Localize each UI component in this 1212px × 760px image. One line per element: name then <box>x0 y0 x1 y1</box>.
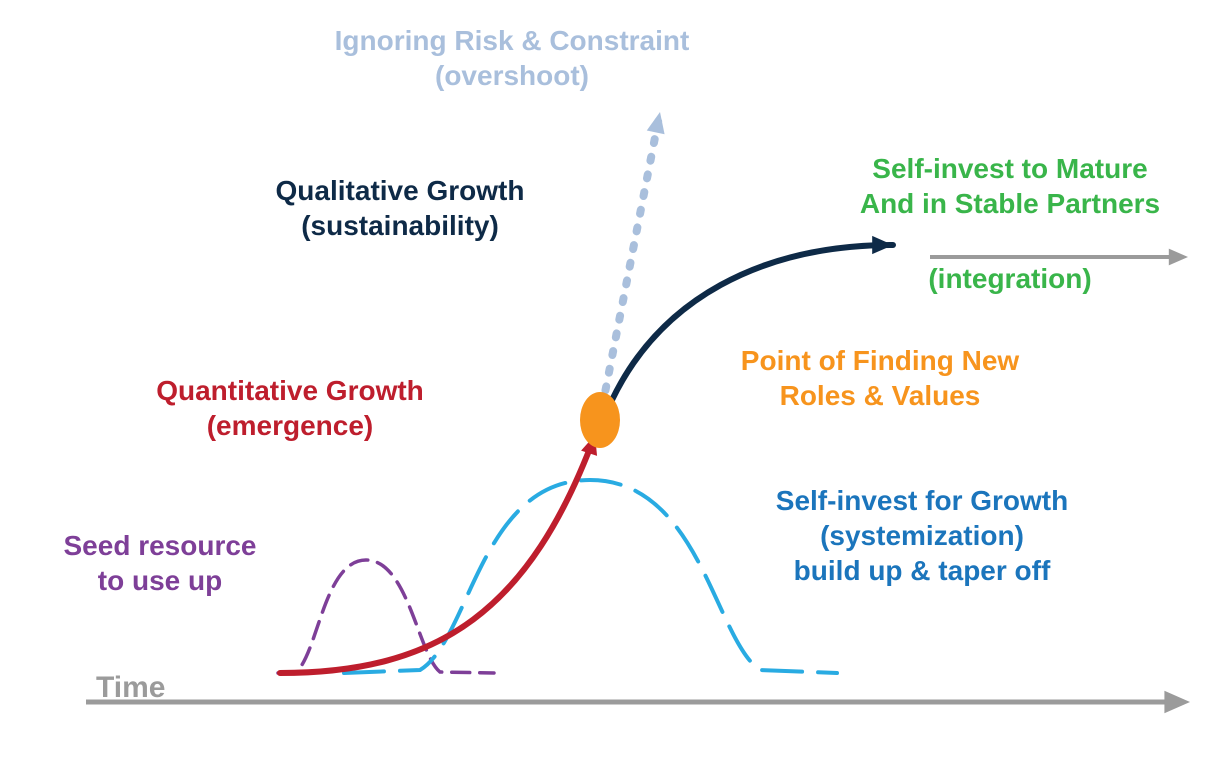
self-invest-mature-label-line3: (integration) <box>928 263 1091 294</box>
self-invest-mature-label-line2: And in Stable Partners <box>860 188 1160 219</box>
overshoot-label-line1: Ignoring Risk & Constraint <box>335 25 690 56</box>
quantitative-growth-label-line1: Quantitative Growth <box>156 375 424 406</box>
self-invest-growth-label-line1: Self-invest for Growth <box>776 485 1068 516</box>
qualitative-growth-label-line2: (sustainability) <box>301 210 499 241</box>
quantitative-growth-label-line2: (emergence) <box>207 410 374 441</box>
self-invest-mature-label: Self-invest to Mature And in Stable Partn… <box>860 153 1160 294</box>
quantitative-growth-curve <box>280 432 603 673</box>
seed-resource-curve <box>278 560 494 673</box>
inflection-node <box>580 392 620 448</box>
point-of-finding-label-line1: Point of Finding New <box>741 345 1020 376</box>
self-invest-growth-label-line2: (systemization) <box>820 520 1024 551</box>
self-invest-growth-label-line3: build up & taper off <box>794 555 1051 586</box>
qualitative-growth-label: Qualitative Growth (sustainability) <box>276 175 525 241</box>
point-of-finding-label: Point of Finding New Roles & Values <box>741 345 1020 411</box>
self-invest-mature-label-line1: Self-invest to Mature <box>872 153 1147 184</box>
quantitative-growth-label: Quantitative Growth (emergence) <box>156 375 424 441</box>
qualitative-growth-label-line1: Qualitative Growth <box>276 175 525 206</box>
seed-resource-label-line1: Seed resource <box>64 530 257 561</box>
self-invest-growth-label: Self-invest for Growth (systemization) bui… <box>776 485 1068 586</box>
time-axis-label: Time <box>96 671 165 704</box>
seed-resource-label-line2: to use up <box>98 565 222 596</box>
point-of-finding-label-line2: Roles & Values <box>780 380 981 411</box>
time-axis: Time <box>86 671 1190 713</box>
self-invest-growth-curve <box>344 480 837 673</box>
overshoot-label: Ignoring Risk & Constraint (overshoot) <box>335 25 690 91</box>
overshoot-label-line2: (overshoot) <box>435 60 589 91</box>
seed-resource-label: Seed resource to use up <box>64 530 257 596</box>
